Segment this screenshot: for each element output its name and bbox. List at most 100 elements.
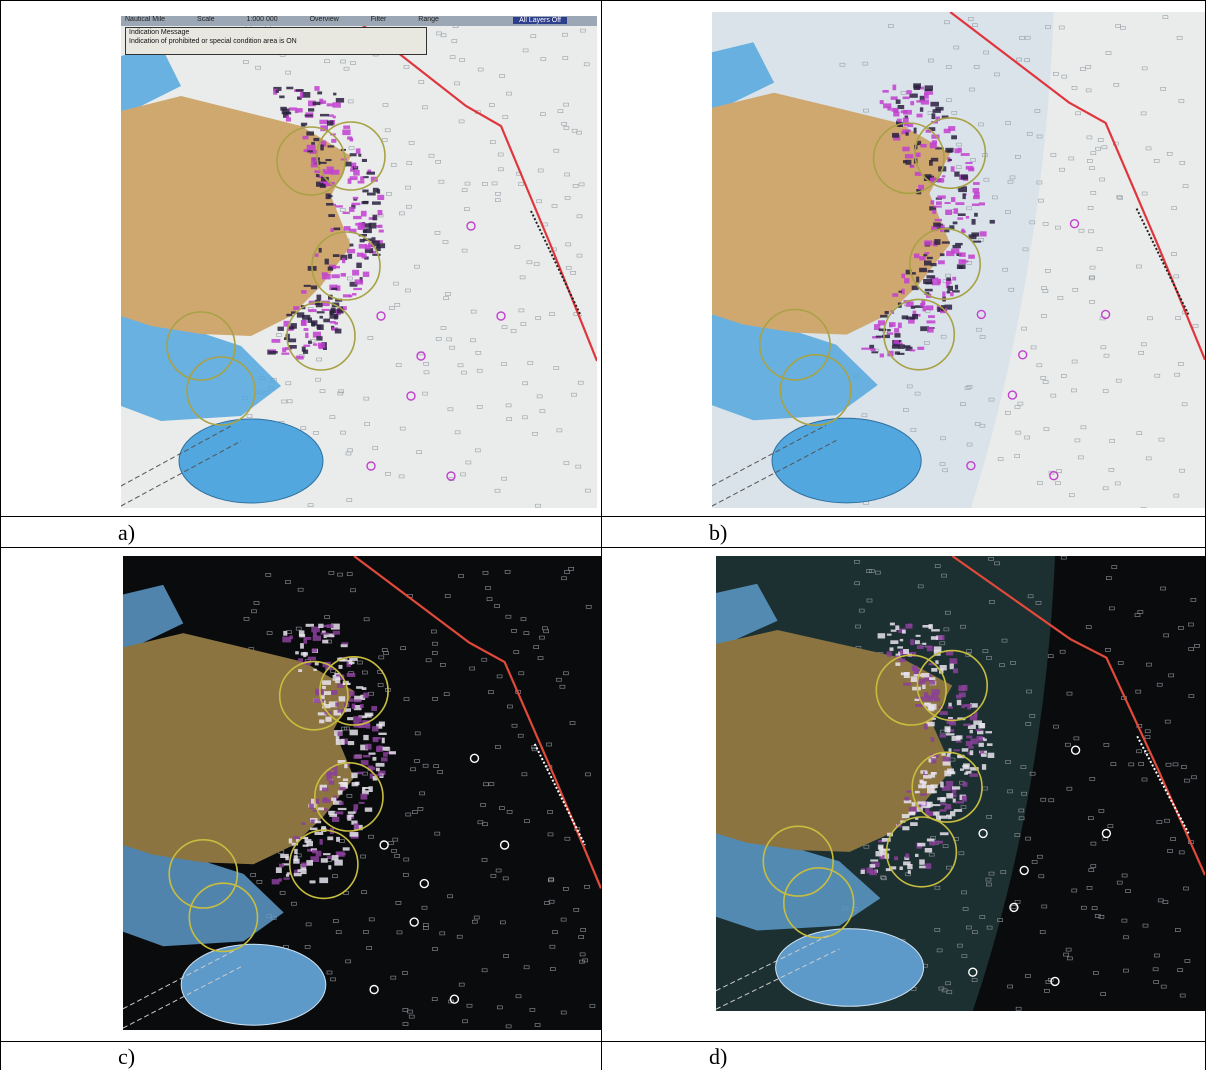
depth-sounding [1007,984,1014,989]
depth-sounding [1141,777,1148,782]
depth-sounding [256,879,263,884]
depth-sounding [1054,225,1061,230]
coastal-feature [954,148,960,154]
depth-sounding [549,312,555,317]
depth-sounding [562,56,569,60]
depth-sounding [388,306,395,311]
depth-sounding [1063,952,1069,957]
depth-sounding [394,302,401,307]
depth-sounding [955,165,962,169]
depth-sounding [518,182,524,186]
depth-sounding [473,915,480,920]
coastal-feature [314,86,320,91]
coastal-feature [896,118,902,123]
depth-sounding [393,281,399,286]
depth-sounding [530,34,537,39]
depth-sounding [469,666,476,671]
danger-symbol [968,967,978,977]
depth-sounding [1162,900,1169,905]
coastal-feature [920,326,930,332]
depth-sounding [1160,984,1167,989]
depth-sounding [940,436,946,441]
coastal-feature [979,750,985,755]
depth-sounding [405,812,412,817]
coastal-feature [273,86,282,91]
coastal-feature [925,811,934,817]
all-layers-button[interactable]: All Layers Off [513,17,567,24]
depth-sounding [961,890,967,895]
depth-sounding [1163,633,1170,638]
safety-circle [883,298,956,371]
depth-sounding [477,820,484,825]
depth-sounding [1092,971,1099,975]
coastal-feature [925,808,930,813]
depth-sounding [585,604,592,609]
coastal-feature [341,306,347,311]
coastal-feature [368,786,373,792]
depth-sounding [1089,299,1095,304]
coastal-feature [969,729,973,734]
coastal-feature [339,801,344,805]
depth-sounding [504,570,511,574]
coastal-feature [951,786,961,790]
coastal-feature [887,350,894,357]
coastal-feature [952,276,957,281]
coastal-feature [302,314,311,320]
coastal-feature [372,214,378,221]
coastal-feature [905,269,912,275]
depth-sounding [1089,275,1096,280]
coastal-feature [271,879,280,885]
depth-sounding [571,128,578,133]
coastal-feature [268,351,278,354]
depth-sounding [540,57,547,61]
depth-sounding [1134,613,1141,617]
coastal-feature [316,336,323,341]
depth-sounding [1179,468,1185,473]
depth-sounding [360,854,366,859]
coastal-feature [360,744,369,751]
coastal-feature [349,206,355,212]
depth-sounding [381,138,388,142]
coastal-feature [965,216,970,219]
coastal-feature [303,638,308,644]
coastal-feature [945,804,952,808]
danger-symbol [1069,218,1080,229]
depth-sounding [973,64,980,69]
depth-sounding [549,967,556,971]
coastal-feature [320,632,329,635]
depth-sounding [476,368,483,373]
coastal-feature [349,153,357,157]
depth-sounding [444,594,451,598]
coastal-feature [358,715,367,719]
coastal-feature [320,113,329,117]
depth-sounding [863,108,869,113]
coastal-feature [342,847,350,851]
depth-sounding [457,363,464,368]
depth-sounding [944,20,950,25]
depth-sounding [251,609,257,614]
depth-sounding [432,947,438,951]
coastal-feature [335,285,341,291]
coastal-feature [368,242,374,248]
depth-sounding [1173,493,1180,498]
coastal-feature [904,278,910,284]
depth-sounding [1036,180,1043,185]
coastal-feature [921,673,930,678]
depth-sounding [1085,65,1092,69]
coastal-feature [336,836,340,842]
depth-sounding [1036,363,1043,368]
depth-sounding [465,460,472,465]
coastal-feature [880,848,888,854]
coastal-feature [891,107,899,112]
coastal-feature [329,284,338,291]
coastal-feature [332,102,341,108]
depth-sounding [458,982,465,987]
coastal-feature [944,726,951,732]
coastal-feature [372,201,381,205]
depth-sounding [448,999,455,1004]
depth-sounding [1098,914,1105,919]
shallow-water-north [121,46,181,116]
coastal-feature [361,687,367,690]
coastal-feature [340,254,348,261]
depth-sounding [1105,51,1112,55]
